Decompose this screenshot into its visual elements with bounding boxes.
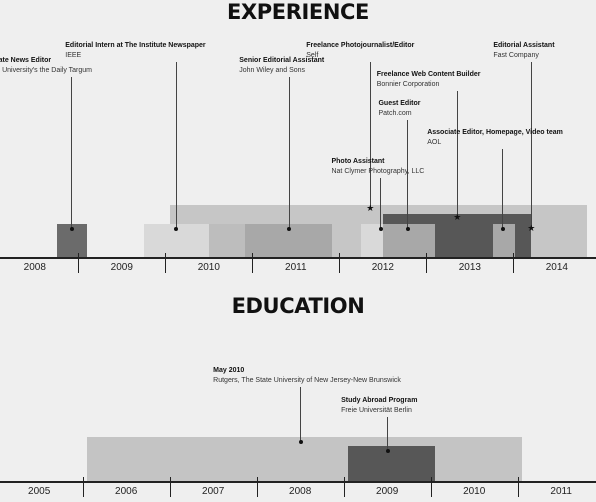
dot-marker (500, 227, 505, 231)
item-title: Photo Assistant (331, 158, 385, 165)
axis-tick (343, 477, 345, 497)
dot-marker (287, 227, 292, 231)
item-title: Senior Editorial Assistant (239, 57, 325, 64)
axis-year-label: 2013 (458, 262, 481, 273)
item-organization: AOL (427, 139, 442, 146)
axis-tick (82, 477, 84, 497)
leader-line (288, 77, 290, 229)
item-title: Associate Editor, Homepage, Video team (427, 129, 563, 136)
axis-year-label: 2007 (202, 486, 225, 497)
leader-line (530, 62, 532, 229)
axis-tick (78, 253, 80, 273)
timeline-axis (0, 481, 596, 483)
axis-tick (165, 253, 167, 273)
axis-tick (252, 253, 254, 273)
dot-marker (69, 227, 74, 231)
item-title: Associate News Editor (0, 57, 52, 64)
timeline-bar (493, 224, 516, 257)
star-icon: ★ (527, 223, 536, 233)
item-organization: Self (306, 52, 319, 59)
axis-year-label: 2008 (23, 262, 46, 273)
timeline-item-label: Editorial Intern at The Institute Newspa… (65, 41, 205, 61)
axis-year-label: 2010 (197, 262, 220, 273)
leader-line (175, 62, 177, 229)
timeline-item-label: Study Abroad Program Freie Universität Be… (341, 396, 417, 416)
star-icon: ★ (453, 212, 462, 222)
axis-tick (256, 477, 258, 497)
axis-tick (517, 477, 519, 497)
item-organization: Fast Company (493, 52, 539, 59)
timeline-bar (208, 224, 246, 257)
leader-line (369, 62, 371, 209)
axis-year-label: 2008 (289, 486, 312, 497)
item-organization: Patch.com (378, 110, 412, 117)
timeline-bar (361, 224, 383, 257)
axis-year-label: 2009 (110, 262, 133, 273)
leader-line (71, 77, 73, 229)
dot-marker (405, 227, 410, 231)
item-title: Freelance Web Content Builder (376, 71, 481, 78)
leader-line (380, 178, 382, 229)
leader-line (407, 120, 409, 229)
timeline-axis (0, 257, 596, 259)
axis-year-label: 2014 (545, 262, 568, 273)
education-heading: EDUCATION (231, 294, 365, 318)
item-title: Guest Editor (378, 100, 421, 107)
item-title: Editorial Assistant (493, 42, 555, 49)
axis-tick (339, 253, 341, 273)
axis-year-label: 2011 (550, 486, 572, 497)
star-icon: ★ (366, 203, 375, 213)
timeline-item-label: May 2010 Rutgers, The State University of… (213, 366, 401, 386)
axis-year-label: 2010 (463, 486, 486, 497)
timeline-item-label: Photo Assistant Nat Clymer Photography, L… (331, 157, 424, 177)
timeline-item-label: Freelance Photojournalist/Editor Self (306, 41, 414, 61)
timeline-item-label: Senior Editorial Assistant John Wiley and… (239, 56, 324, 76)
leader-line (300, 387, 302, 442)
axis-tick (426, 253, 428, 273)
axis-year-label: 2012 (371, 262, 394, 273)
item-title: Editorial Intern at The Institute Newspa… (65, 42, 206, 49)
dot-marker (298, 440, 303, 444)
item-organization: IEEE (65, 52, 82, 59)
item-organization: John Wiley and Sons (239, 67, 306, 74)
dot-marker (385, 449, 390, 453)
timeline-bar (87, 437, 523, 481)
axis-tick (169, 477, 171, 497)
item-organization: Nat Clymer Photography, LLC (331, 168, 425, 175)
axis-tick (430, 477, 432, 497)
dot-marker (378, 227, 383, 231)
item-organization: Rutgers, The State University of New Jer… (213, 377, 401, 384)
item-organization: Freie Universität Berlin (341, 407, 412, 414)
timeline-item-label: Associate News Editor Rutgers University'… (0, 56, 92, 76)
leader-line (456, 91, 458, 218)
timeline-item-label: Freelance Web Content Builder Bonnier Cor… (377, 70, 481, 90)
axis-tick (513, 253, 515, 273)
dot-marker (174, 227, 179, 231)
timeline-item-label: Associate Editor, Homepage, Video team AO… (427, 128, 563, 148)
item-organization: Bonnier Corporation (376, 81, 440, 88)
item-organization: Rutgers University's the Daily Targum (0, 67, 92, 74)
leader-line (502, 149, 504, 229)
item-title: Study Abroad Program (341, 397, 418, 404)
timeline-bar (348, 446, 436, 481)
axis-year-label: 2005 (28, 486, 51, 497)
axis-year-label: 2011 (285, 262, 307, 273)
item-title: Freelance Photojournalist/Editor (306, 42, 415, 49)
axis-year-label: 2006 (115, 486, 138, 497)
item-title: May 2010 (213, 367, 245, 374)
timeline-item-label: Guest Editor Patch.com (378, 99, 420, 119)
timeline-item-label: Editorial Assistant Fast Company (493, 41, 554, 61)
experience-heading: EXPERIENCE (227, 0, 369, 24)
axis-year-label: 2009 (376, 486, 399, 497)
leader-line (387, 417, 389, 451)
